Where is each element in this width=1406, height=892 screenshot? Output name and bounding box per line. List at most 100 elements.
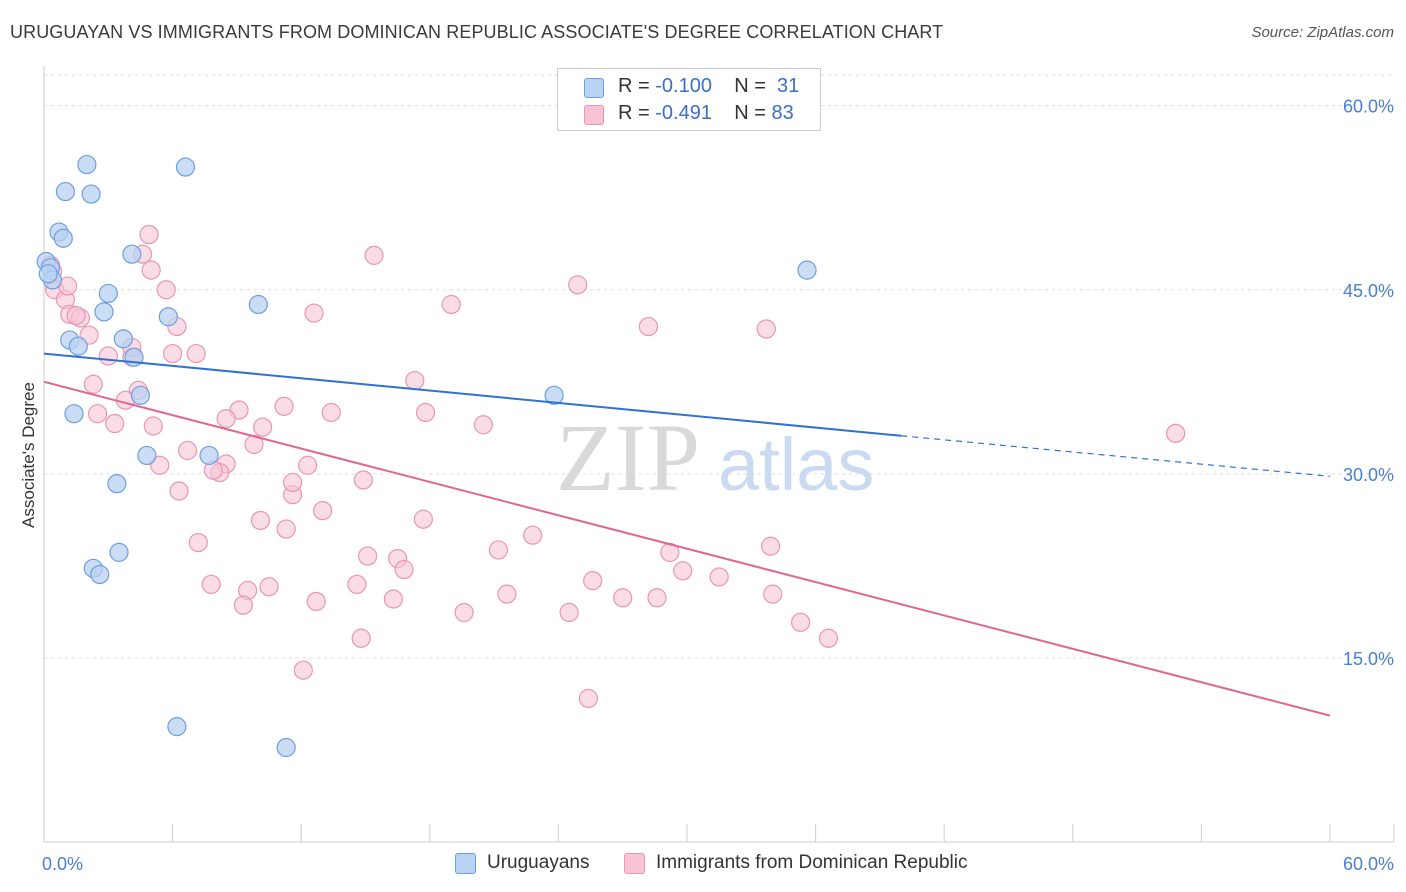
watermark-zip: ZIP: [556, 404, 700, 511]
data-point-dominican: [358, 546, 378, 566]
data-point-uruguayan: [175, 157, 196, 177]
data-point-dominican: [259, 577, 279, 597]
data-point-dominican: [818, 628, 839, 648]
legend-n-label: N =: [734, 102, 766, 124]
legend-n-value-1: 31: [777, 75, 800, 97]
trend-lines: [43, 352, 1331, 717]
data-point-dominican: [283, 472, 303, 493]
watermark: ZIP atlas: [556, 404, 874, 511]
data-point-dominican: [583, 571, 603, 591]
trend-line-dominican: [43, 380, 1331, 717]
data-point-uruguayan: [199, 445, 219, 466]
x-tick-label-end: 60.0%: [1343, 854, 1394, 874]
bottom-legend-label-uruguayans: Uruguayans: [487, 852, 590, 873]
data-point-dominican: [763, 584, 783, 604]
data-point-uruguayan: [544, 385, 564, 405]
y-tick-label: 60.0%: [1343, 97, 1394, 117]
data-point-uruguayan: [53, 228, 73, 248]
data-point-uruguayan: [38, 264, 58, 284]
data-point-dominican: [169, 481, 189, 501]
legend-r-label: R =: [618, 75, 650, 97]
tick-labels: 15.0% 30.0% 45.0% 60.0% 0.0% 60.0%: [42, 97, 1394, 874]
data-point-dominican: [250, 510, 271, 531]
data-point-dominican: [1166, 423, 1186, 443]
data-point-uruguayan: [94, 302, 114, 322]
legend-n-label: N =: [734, 75, 766, 97]
data-point-dominican: [790, 612, 811, 632]
data-point-dominican: [488, 540, 508, 560]
y-tick-label: 15.0%: [1343, 649, 1394, 669]
data-point-uruguayan: [248, 294, 268, 315]
series-uruguayan-points: [36, 154, 817, 758]
data-point-dominican: [321, 402, 341, 423]
data-point-dominican: [83, 374, 103, 394]
data-point-dominican: [87, 404, 108, 424]
legend-swatch-pink: [584, 105, 604, 125]
data-point-dominican: [298, 455, 318, 475]
data-point-dominican: [559, 602, 579, 623]
data-point-uruguayan: [64, 404, 84, 424]
data-point-uruguayan: [122, 244, 142, 264]
data-point-dominican: [756, 319, 776, 339]
data-point-uruguayan: [55, 181, 76, 202]
data-point-dominican: [188, 532, 208, 553]
data-point-uruguayan: [90, 564, 110, 585]
data-point-dominican: [709, 567, 729, 587]
trend-line-uruguayan-extension: [901, 435, 1331, 477]
data-point-dominican: [186, 343, 206, 364]
data-point-dominican: [141, 260, 161, 280]
data-point-dominican: [105, 413, 125, 434]
data-point-dominican: [150, 455, 170, 475]
x-tick-label-start: 0.0%: [42, 854, 83, 874]
bottom-legend-label-dominican: Immigrants from Dominican Republic: [656, 852, 968, 873]
data-point-dominican: [568, 275, 588, 295]
data-point-dominican: [415, 402, 436, 423]
data-point-dominican: [673, 561, 693, 581]
data-point-dominican: [98, 346, 118, 366]
data-point-dominican: [353, 470, 373, 490]
data-point-dominican: [364, 245, 384, 265]
data-point-uruguayan: [137, 445, 157, 466]
y-axis-label: Associate's Degree: [19, 382, 38, 528]
data-point-dominican: [178, 440, 198, 461]
data-point-uruguayan: [98, 283, 118, 304]
legend-swatch-blue: [584, 78, 604, 98]
data-point-dominican: [293, 660, 313, 680]
legend-r-label: R =: [618, 102, 650, 124]
data-point-uruguayan: [130, 385, 151, 405]
data-point-dominican: [253, 417, 273, 437]
data-point-dominican: [523, 525, 543, 545]
data-point-uruguayan: [68, 336, 88, 356]
bottom-legend-swatch-blue: [455, 853, 476, 874]
data-point-dominican: [143, 416, 163, 436]
legend-n-value-2: 83: [771, 102, 794, 124]
data-point-dominican: [351, 628, 371, 648]
data-point-uruguayan: [109, 542, 129, 562]
axes: [43, 66, 1395, 843]
chart-source: Source: ZipAtlas.com: [1251, 24, 1394, 41]
data-point-dominican: [413, 509, 433, 529]
data-point-dominican: [405, 370, 425, 391]
data-point-uruguayan: [113, 329, 133, 349]
bottom-legend-swatch-pink: [624, 853, 645, 874]
y-tick-label: 45.0%: [1343, 281, 1394, 301]
data-point-dominican: [313, 501, 333, 521]
data-point-dominican: [276, 519, 296, 539]
data-point-dominican: [383, 589, 403, 609]
data-point-dominican: [454, 602, 474, 623]
data-point-dominican: [274, 396, 294, 416]
data-point-dominican: [394, 559, 414, 580]
data-point-dominican: [760, 536, 781, 556]
data-point-dominican: [473, 415, 493, 435]
data-point-dominican: [163, 343, 183, 364]
legend-r-value-2: -0.491: [655, 102, 712, 124]
data-point-dominican: [347, 574, 367, 594]
data-point-dominican: [201, 574, 221, 594]
data-point-uruguayan: [81, 184, 101, 204]
data-point-uruguayan: [167, 717, 187, 737]
data-point-dominican: [497, 584, 517, 604]
data-point-dominican: [578, 688, 599, 709]
data-point-dominican: [216, 409, 236, 429]
data-point-uruguayan: [158, 307, 178, 327]
